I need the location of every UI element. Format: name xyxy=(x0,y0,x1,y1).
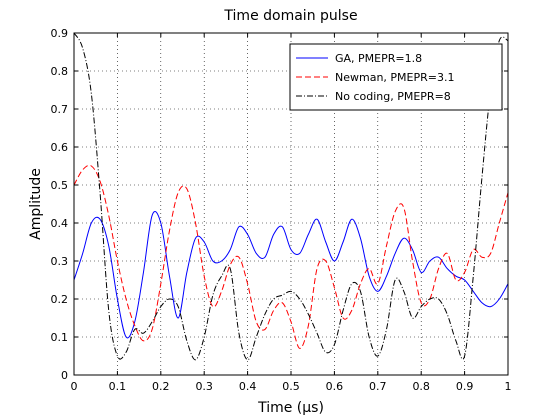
legend: GA, PMEPR=1.8 Newman, PMEPR=3.1 No codin… xyxy=(289,43,503,111)
x-tick-label: 0.8 xyxy=(412,380,430,393)
legend-label-newman: Newman, PMEPR=3.1 xyxy=(335,71,454,84)
y-tick-label: 0.8 xyxy=(51,65,69,78)
y-tick-label: 0.6 xyxy=(51,141,69,154)
series-line-no-coding xyxy=(73,32,509,361)
x-tick-label: 0.2 xyxy=(152,380,170,393)
legend-label-ga: GA, PMEPR=1.8 xyxy=(335,52,422,65)
x-tick-label: 0.5 xyxy=(282,380,300,393)
x-tick-label: 0.4 xyxy=(239,380,257,393)
x-tick-label: 0.9 xyxy=(456,380,474,393)
axis-ticks: 0 0.1 0.2 0.3 0.4 0.5 0.6 0.7 0.8 0.9 1 0 0.1 0.2 0.3 0… xyxy=(51,27,512,393)
x-tick-label: 0.6 xyxy=(326,380,344,393)
x-tick-label: 0.1 xyxy=(109,380,127,393)
x-axis-label: Time (μs) xyxy=(257,400,324,416)
x-tick-label: 0.7 xyxy=(369,380,387,393)
series-lines xyxy=(73,32,509,361)
y-tick-label: 0.1 xyxy=(51,331,69,344)
y-tick-label: 0.3 xyxy=(51,255,69,268)
series-line-newman xyxy=(73,164,509,349)
chart-title: Time domain pulse xyxy=(223,8,357,24)
y-tick-label: 0.2 xyxy=(51,293,69,306)
x-tick-label: 1 xyxy=(505,380,512,393)
y-axis-label: Amplitude xyxy=(28,168,44,240)
y-tick-label: 0.4 xyxy=(51,217,69,230)
y-tick-label: 0 xyxy=(61,369,68,382)
y-tick-label: 0.7 xyxy=(51,103,69,116)
x-tick-label: 0.3 xyxy=(195,380,213,393)
y-tick-label: 0.5 xyxy=(51,179,69,192)
legend-label-no-coding: No coding, PMEPR=8 xyxy=(335,90,451,103)
x-tick-label: 0 xyxy=(71,380,78,393)
y-tick-label: 0.9 xyxy=(51,27,69,40)
series-line-ga xyxy=(73,211,509,339)
